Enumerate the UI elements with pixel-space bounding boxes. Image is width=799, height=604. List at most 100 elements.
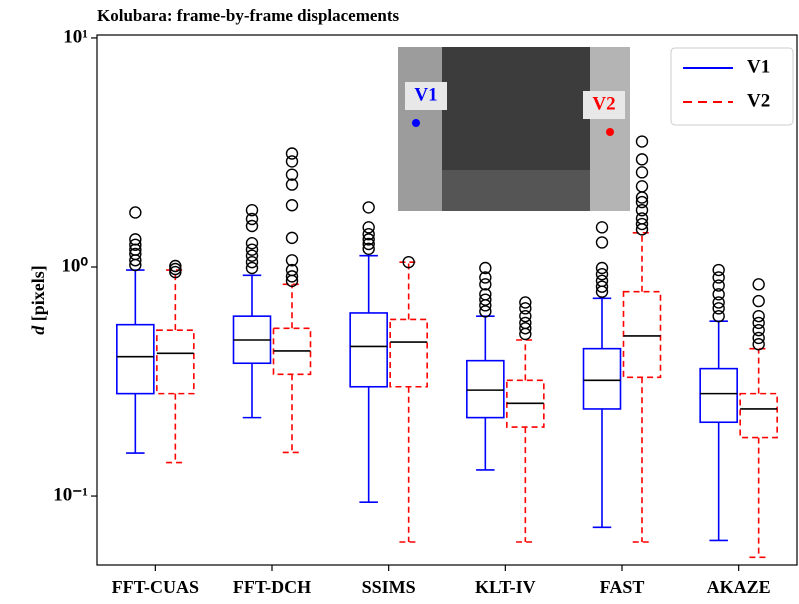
- box: [389, 318, 428, 388]
- inset-label: V1: [414, 84, 437, 105]
- flier: [169, 259, 182, 273]
- flier: [245, 249, 259, 262]
- x-tick-label: FFT-DCH: [233, 577, 311, 597]
- flier: [712, 288, 725, 301]
- flier: [285, 147, 299, 160]
- flier: [402, 255, 415, 269]
- flier: [519, 322, 532, 335]
- y-tick-label: 10⁻¹: [53, 484, 88, 505]
- box: [622, 290, 662, 379]
- flier: [712, 263, 725, 277]
- flier: [362, 237, 375, 251]
- flier: [635, 166, 649, 179]
- flier: [595, 221, 609, 234]
- plot-frame: [96, 34, 798, 566]
- flier: [635, 223, 649, 236]
- y-axis-label-part: d: [28, 325, 48, 335]
- legend-box: [670, 47, 794, 126]
- inset-label: V2: [592, 93, 615, 114]
- flier: [595, 261, 609, 275]
- flier: [519, 302, 532, 315]
- flier: [752, 338, 765, 351]
- inset-floor: [442, 170, 590, 211]
- flier: [362, 233, 375, 246]
- y-tick-label: 10⁰: [61, 255, 88, 276]
- chart-title: Kolubara: frame-by-frame displacements: [97, 6, 400, 25]
- flier: [285, 155, 299, 168]
- flier: [635, 195, 649, 209]
- flier: [752, 294, 765, 308]
- flier: [752, 331, 765, 345]
- flier: [245, 203, 259, 217]
- flier: [285, 168, 299, 181]
- flier: [712, 279, 725, 292]
- box: [116, 323, 155, 395]
- flier: [595, 236, 609, 249]
- flier: [245, 255, 259, 269]
- legend-label: V2: [747, 90, 770, 111]
- flier: [595, 268, 609, 281]
- flier: [479, 293, 492, 306]
- flier: [752, 309, 765, 323]
- flier: [285, 199, 299, 212]
- x-tick-label: AKAZE: [707, 577, 771, 597]
- flier: [479, 305, 492, 318]
- flier: [362, 228, 375, 241]
- flier: [479, 261, 492, 275]
- flier: [752, 278, 765, 291]
- flier: [285, 270, 299, 283]
- flier: [479, 278, 492, 291]
- flier: [245, 212, 259, 226]
- flier: [285, 231, 299, 245]
- flier: [635, 153, 649, 166]
- inset-left-wall: [398, 47, 442, 211]
- inset-label-box: [583, 91, 625, 119]
- box: [582, 347, 622, 410]
- flier: [129, 238, 142, 251]
- flier: [712, 302, 725, 315]
- flier: [285, 178, 299, 191]
- flier: [245, 261, 259, 275]
- box: [466, 359, 505, 419]
- flier: [519, 327, 532, 341]
- flier: [285, 254, 299, 267]
- flier: [595, 285, 609, 298]
- flier: [595, 280, 609, 293]
- y-axis-label-part: [pixels]: [28, 265, 48, 326]
- x-tick-label: KLT-IV: [475, 577, 536, 597]
- flier: [752, 316, 765, 330]
- flier: [752, 323, 765, 337]
- x-tick-label: SSIMS: [362, 577, 416, 597]
- flier: [635, 203, 649, 217]
- inset-image: V1 V2: [398, 47, 630, 211]
- flier: [362, 221, 375, 234]
- flier: [362, 201, 375, 214]
- flier: [635, 217, 649, 231]
- flier: [245, 237, 259, 250]
- inset-label-box: [405, 82, 447, 110]
- flier: [712, 309, 725, 323]
- flier: [635, 135, 649, 148]
- flier: [129, 258, 142, 272]
- y-tick-label: 10¹: [63, 26, 88, 47]
- inset-point: [606, 128, 614, 136]
- y-axis-label: d [pixels]: [28, 265, 48, 335]
- flier: [285, 274, 299, 288]
- x-tick-label: FFT-CUAS: [112, 577, 199, 597]
- flier: [712, 296, 725, 309]
- flier: [245, 219, 259, 233]
- flier: [519, 296, 532, 309]
- flier: [479, 271, 492, 284]
- inset-point: [412, 119, 420, 127]
- flier: [479, 299, 492, 312]
- flier: [519, 309, 532, 323]
- legend-label: V1: [747, 56, 770, 77]
- x-tick-label: FAST: [600, 577, 645, 597]
- flier: [129, 254, 142, 267]
- box: [349, 312, 388, 388]
- flier: [362, 242, 375, 256]
- flier: [245, 243, 259, 256]
- flier: [635, 191, 649, 204]
- flier: [169, 265, 182, 279]
- flier: [169, 262, 182, 276]
